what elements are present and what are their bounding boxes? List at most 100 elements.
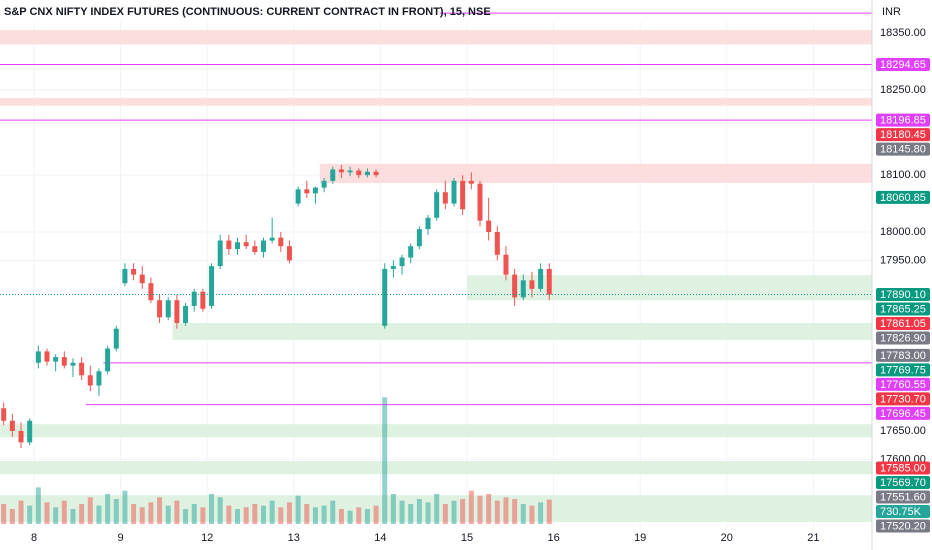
volume-bar [512, 499, 518, 524]
x-tick-label: 8 [31, 532, 37, 544]
candle-body [209, 266, 215, 306]
price-tag [876, 475, 930, 489]
price-tag [876, 377, 930, 391]
volume-bar [529, 505, 535, 524]
candle-body [226, 240, 232, 250]
candle-body [165, 300, 171, 318]
candle-body [260, 240, 266, 252]
volume-bar [382, 397, 388, 524]
price-tag-label: 17696.45 [880, 408, 926, 420]
candle-body [139, 274, 145, 284]
candle-body [157, 300, 163, 318]
volume-bar [235, 509, 241, 524]
volume-bar [486, 494, 492, 524]
volume-bar [131, 504, 137, 524]
volume-bar [209, 494, 215, 524]
price-tag-label: 17760.55 [880, 379, 926, 391]
candle-body [373, 171, 379, 176]
volume-bar [356, 507, 362, 524]
candle-body [79, 362, 85, 376]
volume-bar [183, 509, 189, 524]
volume-bar [286, 502, 292, 524]
volume-bar [61, 500, 67, 524]
candle-body [252, 246, 258, 252]
candle-body [35, 351, 41, 363]
candle-body [486, 220, 492, 232]
volume-bar [468, 490, 474, 524]
volume-bar [148, 502, 154, 524]
candle-body [512, 274, 518, 298]
price-tag-label: 17551.60 [880, 491, 926, 503]
candle-body [520, 280, 526, 298]
volume-bar [44, 502, 50, 524]
volume-bar [122, 490, 128, 524]
candle-body [286, 246, 292, 261]
candle-body [18, 431, 24, 443]
price-tag [876, 142, 930, 156]
candle-body [243, 242, 249, 247]
zone [0, 461, 872, 475]
candle-body [131, 268, 137, 275]
volume-bar [434, 494, 440, 524]
price-tag [876, 348, 930, 362]
candle-body [44, 351, 50, 362]
price-tag [876, 128, 930, 142]
y-tick-label: 17650.00 [880, 425, 926, 437]
volume-bar [165, 505, 171, 524]
price-tag [876, 519, 930, 533]
volume-bar [96, 505, 102, 524]
zone [0, 30, 872, 45]
candle-body [174, 300, 180, 323]
volume-bar [243, 507, 249, 524]
price-tag-label: 17865.25 [880, 303, 926, 315]
volume-bar [70, 509, 76, 524]
price-tag-label: 17783.00 [880, 350, 926, 362]
volume-bar [217, 497, 223, 524]
candle-body [338, 169, 344, 173]
candle-body [312, 187, 318, 194]
x-tick-label: 20 [721, 532, 733, 544]
volume-bar [105, 494, 111, 524]
candle-body [148, 283, 154, 301]
candle-body [321, 180, 327, 188]
volume-bar [139, 507, 145, 524]
candle-body [70, 362, 76, 366]
price-tag [876, 363, 930, 377]
volume-bar [494, 500, 500, 524]
price-tag-label: 17520.20 [880, 520, 926, 532]
plot-area [0, 12, 872, 528]
price-tag-label: 18294.65 [880, 59, 926, 71]
volume-bar [226, 505, 232, 524]
candle-body [477, 183, 483, 221]
candle-body [87, 375, 93, 386]
price-tag-label: 17585.00 [880, 462, 926, 474]
candle-body [364, 171, 370, 176]
candle-body [217, 240, 223, 267]
volume-bar [174, 500, 180, 524]
price-tag [876, 504, 930, 518]
volume-bar [304, 504, 310, 524]
candle-body [434, 192, 440, 218]
volume-bar [451, 500, 457, 524]
x-tick-label: 13 [288, 532, 300, 544]
volume-bar [373, 505, 379, 524]
candle-body [529, 280, 535, 289]
volume-bar [260, 505, 266, 524]
volume-bar [269, 500, 275, 524]
volume-bar [200, 507, 206, 524]
x-tick-label: 21 [807, 532, 819, 544]
candle-body [53, 357, 59, 362]
volume-bar [157, 497, 163, 524]
price-tag-label: 17890.10 [880, 289, 926, 301]
volume-bar [27, 505, 33, 524]
volume-bar [18, 500, 24, 524]
volume-bar [87, 497, 93, 524]
x-tick-label: 19 [634, 532, 646, 544]
price-tag-label: 18180.45 [880, 129, 926, 141]
candle-body [451, 180, 457, 204]
candle-body [494, 232, 500, 255]
chart-title: S&P CNX NIFTY INDEX FUTURES (CONTINUOUS:… [4, 6, 491, 18]
candle-body [416, 229, 422, 247]
x-tick-label: 9 [118, 532, 124, 544]
volume-bar [9, 509, 15, 524]
